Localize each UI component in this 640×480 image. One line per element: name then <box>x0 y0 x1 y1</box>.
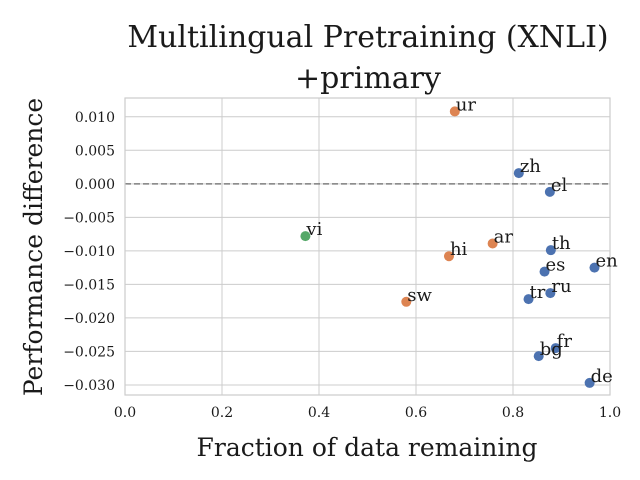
scatter-point-tr <box>523 294 534 305</box>
x-tick-label: 0.8 <box>502 405 524 421</box>
y-tick-label: −0.015 <box>63 277 115 293</box>
grid-lines <box>124 98 611 395</box>
x-tick-label: 0.4 <box>308 405 330 421</box>
scatter-point-vi <box>300 231 311 242</box>
scatter-point-sw <box>401 296 412 307</box>
point-label-ru: ru <box>551 276 571 297</box>
point-label-tr: tr <box>530 282 546 303</box>
x-tick-label: 0.2 <box>211 405 233 421</box>
scatter-point-ur <box>449 106 460 117</box>
y-tick-label: −0.025 <box>63 344 115 360</box>
scatter-point-zh <box>513 168 524 179</box>
scatter-point-hi <box>443 251 454 262</box>
y-tick-label: 0.010 <box>75 110 115 126</box>
y-tick-labels: 0.010 0.005 0.000 −0.005 −0.010 −0.015 −0.020 −… <box>63 110 115 394</box>
y-tick-label: −0.020 <box>63 311 115 327</box>
chart-title-line-2: +primary <box>295 61 441 96</box>
scatter-point-de <box>584 377 595 388</box>
point-label-el: el <box>551 175 568 196</box>
point-label-ar: ar <box>494 226 514 247</box>
x-tick-label: 0.6 <box>405 405 427 421</box>
x-tick-label: 0.0 <box>114 405 136 421</box>
scatter-point-es <box>539 266 550 277</box>
x-tick-label: 1.0 <box>599 405 621 421</box>
point-label-sw: sw <box>407 285 432 306</box>
y-tick-label: −0.030 <box>63 378 115 394</box>
chart-title-line-1: Multilingual Pretraining (XNLI) <box>127 20 608 55</box>
point-label-en: en <box>595 251 618 272</box>
y-tick-label: −0.005 <box>63 210 115 226</box>
point-label-es: es <box>546 255 566 276</box>
scatter-point-el <box>544 186 555 197</box>
scatter-point-en <box>589 262 600 273</box>
x-axis-label: Fraction of data remaining <box>197 433 538 462</box>
point-label-vi: vi <box>305 219 322 240</box>
y-tick-label: 0.005 <box>75 143 115 159</box>
scatter-point-th <box>545 245 556 256</box>
y-tick-label: −0.010 <box>63 244 115 260</box>
data-points <box>300 106 600 388</box>
y-axis-label: Performance difference <box>19 98 48 396</box>
point-label-th: th <box>552 233 571 254</box>
scatter-point-bg <box>533 351 544 362</box>
x-tick-labels: 0.0 0.2 0.4 0.6 0.8 1.0 <box>114 405 621 421</box>
y-tick-label: 0.000 <box>75 177 115 193</box>
point-label-bg: bg <box>540 339 563 360</box>
point-label-ur: ur <box>456 94 477 115</box>
scatter-point-fr <box>550 343 561 354</box>
point-label-fr: fr <box>557 331 573 352</box>
point-label-de: de <box>591 366 613 387</box>
point-label-hi: hi <box>450 239 468 260</box>
scatter-point-ru <box>545 288 556 299</box>
scatter-point-ar <box>487 238 498 249</box>
point-label-zh: zh <box>520 156 541 177</box>
plot-frame <box>124 97 611 396</box>
